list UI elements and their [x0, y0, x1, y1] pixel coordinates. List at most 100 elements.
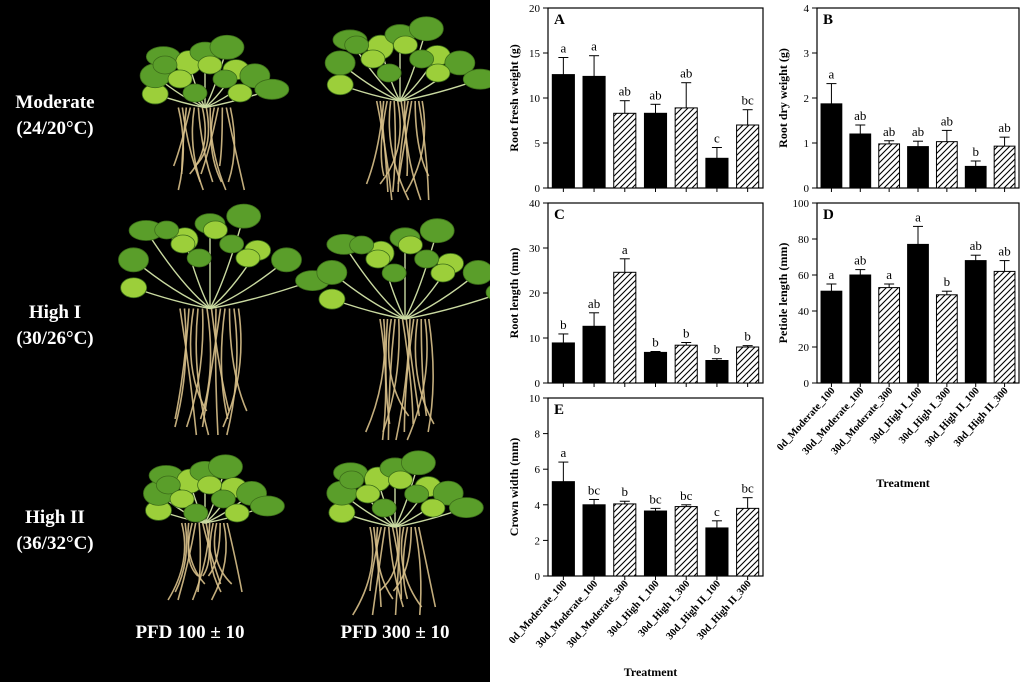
- root-strand: [174, 522, 188, 593]
- root-strand: [174, 308, 190, 420]
- y-axis-label: Root fresh weight (g): [507, 44, 521, 151]
- petiole: [145, 230, 211, 310]
- y-tick-label: 4: [535, 500, 541, 512]
- y-tick-label: 2: [535, 535, 541, 547]
- root-strand: [172, 107, 192, 167]
- bar: [582, 75, 606, 189]
- leaf: [316, 260, 348, 285]
- root-strand: [189, 308, 208, 412]
- bar: [643, 510, 668, 577]
- x-tick-label: 30d_High I_300: [897, 386, 953, 446]
- plant-photo: [324, 16, 490, 201]
- row-name: High I: [28, 302, 82, 323]
- bar: [705, 360, 729, 384]
- root-strand: [201, 522, 222, 585]
- column-label-pfd-300: PFD 300 ± 10: [340, 622, 450, 643]
- plant-photo: [326, 450, 484, 616]
- x-axis-label: Treatment: [876, 476, 930, 490]
- bar: [736, 507, 760, 577]
- plant-photos: [118, 16, 490, 616]
- leaf: [219, 234, 245, 254]
- y-tick-label: 10: [529, 93, 541, 105]
- leaf: [182, 83, 208, 103]
- bar: [964, 165, 987, 189]
- root-strand: [185, 308, 204, 428]
- petiole: [343, 243, 406, 320]
- leaf: [432, 480, 464, 506]
- bar: [849, 274, 872, 384]
- leaf: [349, 235, 375, 255]
- bar: [643, 112, 668, 189]
- root-strand: [414, 318, 435, 425]
- leaf: [154, 220, 180, 240]
- leaf: [430, 263, 456, 283]
- significance-letter: a: [829, 67, 835, 82]
- leaf: [404, 484, 430, 504]
- significance-letter: bc: [742, 481, 755, 496]
- root-strand: [379, 100, 401, 185]
- leaf: [339, 470, 365, 490]
- leaf: [186, 248, 212, 268]
- plant-photo: [139, 34, 290, 191]
- root-strand: [417, 100, 430, 201]
- bar: [613, 112, 637, 189]
- leaf: [408, 16, 444, 42]
- y-tick-label: 0: [804, 183, 810, 195]
- leaf: [324, 50, 356, 76]
- row-temp: (24/20°C): [16, 118, 94, 139]
- leaf: [118, 247, 149, 273]
- root-strand: [197, 522, 202, 593]
- root-strand: [194, 107, 210, 167]
- root-strand: [369, 526, 383, 592]
- significance-letter: bc: [680, 488, 693, 503]
- root-strand: [397, 100, 413, 185]
- leaf: [271, 247, 302, 273]
- leaf: [388, 470, 413, 490]
- leaf: [393, 35, 418, 55]
- leaf: [183, 503, 209, 523]
- significance-letter: a: [915, 209, 921, 224]
- significance-letter: ab: [854, 253, 866, 268]
- y-tick-label: 5: [535, 138, 541, 150]
- root-strand: [403, 100, 422, 201]
- y-tick-label: 0: [535, 378, 541, 390]
- root-strand: [174, 308, 187, 428]
- y-tick-label: 40: [529, 198, 541, 210]
- root-strand: [380, 100, 388, 177]
- leaf: [419, 218, 455, 244]
- petiole: [209, 215, 245, 309]
- y-tick-label: 60: [798, 270, 810, 282]
- significance-letter: b: [652, 335, 659, 350]
- leaf: [381, 263, 407, 283]
- leaf: [462, 260, 490, 285]
- leaf: [155, 475, 181, 495]
- leaf: [250, 495, 285, 517]
- leaf: [167, 69, 193, 89]
- significance-letter: c: [714, 131, 720, 146]
- plant-photo: [143, 454, 285, 601]
- leaf: [444, 50, 476, 76]
- panel-letter: B: [823, 12, 833, 28]
- y-axis-label: Root length (mm): [507, 248, 521, 339]
- root-strand: [226, 308, 238, 436]
- root-strand: [179, 308, 198, 436]
- significance-letter: c: [714, 504, 720, 519]
- row-label-moderate: Moderate (24/20°C): [0, 90, 110, 142]
- y-tick-label: 4: [804, 3, 810, 15]
- root-strand: [392, 526, 413, 592]
- y-tick-label: 100: [793, 198, 810, 210]
- root-strand: [414, 526, 422, 616]
- bar: [551, 74, 575, 189]
- bar: [820, 290, 843, 384]
- x-axis-label: Treatment: [624, 665, 678, 679]
- root-strand: [195, 308, 210, 436]
- significance-letter: ab: [883, 124, 895, 139]
- x-tick-label: 0d_Moderate_100: [507, 579, 569, 647]
- root-strand: [388, 100, 410, 201]
- leaf: [485, 285, 490, 300]
- root-strand: [382, 318, 400, 433]
- bar: [907, 146, 929, 189]
- y-axis-label: Petiole length (mm): [776, 243, 790, 344]
- root-strand: [420, 318, 428, 417]
